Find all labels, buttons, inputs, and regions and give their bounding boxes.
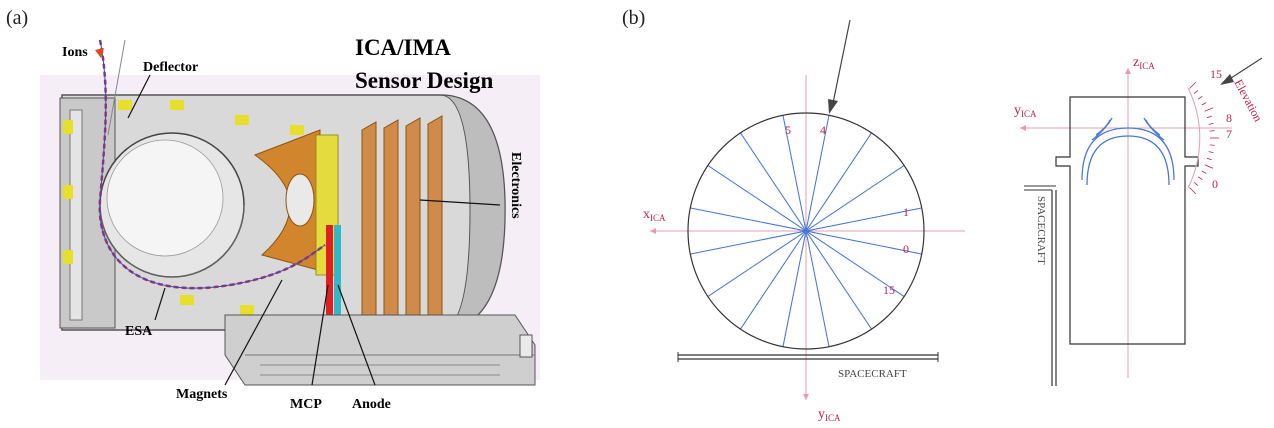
sector-15: 15 <box>883 283 895 297</box>
panel-b: (b) 5 4 1 0 15 xICA yICA <box>622 7 1265 423</box>
label-magnets: Magnets <box>176 387 228 402</box>
elevation-tick <box>1189 81 1197 89</box>
elevation-tick <box>1208 151 1214 154</box>
ion-trajectory-core <box>99 39 326 289</box>
x-axis-arrow <box>650 228 656 234</box>
sector-4: 4 <box>820 123 826 137</box>
sector-5: 5 <box>785 123 791 137</box>
elevation-tick <box>1206 115 1212 119</box>
title-line1: ICA/IMA <box>355 35 451 60</box>
elevation-tick <box>1189 187 1197 195</box>
hemisphere-arcs <box>1081 117 1175 186</box>
elevation-tick <box>1204 107 1214 112</box>
callout-lines <box>127 74 501 386</box>
elevation-incidence-arrow <box>1227 57 1263 81</box>
label-deflector: Deflector <box>143 60 198 75</box>
y-ica-label-right: yICA <box>1014 103 1037 119</box>
incidence-arrow <box>831 19 851 109</box>
elevation-7: 7 <box>1226 127 1232 141</box>
ion-arrow <box>95 48 104 58</box>
elevation-tick <box>1193 182 1199 186</box>
elevation-tick <box>1193 90 1199 94</box>
side-view: 15 8 7 0 Elevation zICA yICA SPACECRAFT <box>1014 55 1265 386</box>
x-ica-label: xICA <box>643 207 666 223</box>
y-axis-arrow <box>803 394 809 400</box>
sensor-disk <box>687 112 925 350</box>
elevation-8: 8 <box>1226 111 1232 125</box>
elevation-arc <box>1187 87 1201 189</box>
elevation-tick <box>1201 102 1207 106</box>
elevation-tick <box>1197 176 1203 181</box>
elevation-tick <box>1201 170 1207 174</box>
elevation-15: 15 <box>1210 67 1222 81</box>
label-mcp: MCP <box>290 397 322 412</box>
label-ions: Ions <box>62 45 88 60</box>
sector-1: 1 <box>903 205 909 219</box>
elevation-ticks <box>1189 81 1219 195</box>
panel-b-label: (b) <box>622 7 645 29</box>
sensor-side-outline <box>1055 96 1199 345</box>
electronics-boards <box>361 115 443 334</box>
z-ica-label: zICA <box>1133 55 1155 71</box>
y-axis-arrow-right <box>1020 125 1026 131</box>
panel-a-label: (a) <box>6 7 28 29</box>
incidence-line <box>107 39 126 136</box>
mounting-rail <box>224 314 536 386</box>
z-axis-arrow <box>1125 68 1131 74</box>
label-anode: Anode <box>352 397 391 412</box>
incidence-arrowhead <box>828 99 838 114</box>
elevation-label: Elevation <box>1231 77 1265 124</box>
label-esa: ESA <box>125 324 153 339</box>
spacecraft-label-left: SPACECRAFT <box>838 368 907 380</box>
disk-center <box>803 228 809 234</box>
elevation-tick <box>1206 157 1212 161</box>
y-ica-label-left: yICA <box>818 407 841 423</box>
anode-plate <box>334 225 341 320</box>
panel-a: (a) <box>6 7 540 412</box>
sector-view: 5 4 1 0 15 xICA yICA SPACECRAFT <box>643 19 965 423</box>
label-electronics: Electronics <box>508 152 523 219</box>
elevation-incidence-arrowhead <box>1220 74 1234 85</box>
spacecraft-label-right: SPACECRAFT <box>1035 196 1047 265</box>
esa-sphere <box>99 132 245 278</box>
elevation-tick <box>1204 164 1214 169</box>
magnet-assembly <box>253 129 339 276</box>
sector-0: 0 <box>903 242 909 256</box>
elevation-tick <box>1197 95 1203 100</box>
title-line2: Sensor Design <box>355 68 493 93</box>
mcp-plate <box>326 225 333 320</box>
elevation-0: 0 <box>1212 177 1218 191</box>
elevation-tick <box>1208 122 1214 125</box>
